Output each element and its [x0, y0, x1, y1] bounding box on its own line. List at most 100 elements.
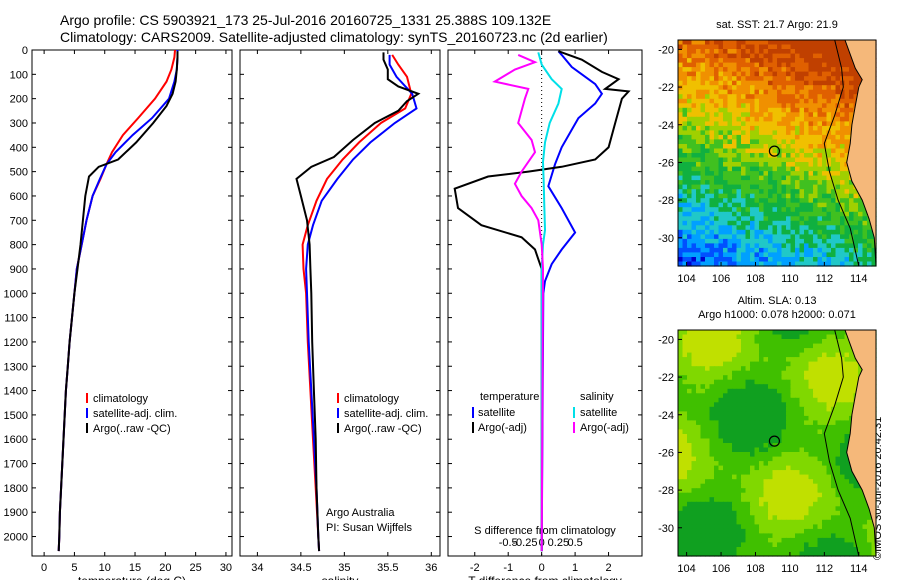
map-cell — [858, 211, 864, 217]
map-cell — [754, 180, 760, 186]
map-cell — [754, 184, 760, 190]
map-cell — [718, 257, 724, 263]
map-cell — [813, 125, 819, 131]
map-cell — [678, 243, 684, 249]
map-cell — [813, 393, 819, 399]
map-cell — [790, 211, 796, 217]
map-cell — [732, 85, 738, 91]
map-cell — [822, 166, 828, 172]
map-cell — [826, 53, 832, 59]
map-cell — [826, 121, 832, 127]
map-cell — [705, 474, 711, 480]
map-cell — [696, 384, 702, 390]
map-cell — [822, 53, 828, 59]
map-cell — [714, 85, 720, 91]
map-cell — [831, 519, 837, 525]
map-cell — [754, 229, 760, 235]
map-cell — [786, 189, 792, 195]
y-tick-label: -26 — [658, 157, 674, 169]
map-cell — [840, 411, 846, 417]
map-cell — [799, 492, 805, 498]
map-cell — [741, 551, 747, 557]
map-cell — [727, 71, 733, 77]
map-cell — [696, 357, 702, 363]
map-cell — [714, 411, 720, 417]
map-cell — [759, 461, 765, 467]
map-cell — [808, 121, 814, 127]
map-cell — [813, 261, 819, 267]
map-cell — [691, 348, 697, 354]
map-cell — [826, 107, 832, 113]
map-cell — [795, 162, 801, 168]
y-tick-label: 1100 — [4, 313, 28, 325]
map-cell — [804, 334, 810, 340]
map-cell — [682, 488, 688, 494]
map-cell — [763, 497, 769, 503]
map-cell — [736, 49, 742, 55]
map-cell — [826, 402, 832, 408]
map-cell — [853, 229, 859, 235]
map-cell — [804, 175, 810, 181]
map-cell — [817, 58, 823, 64]
map-cell — [835, 162, 841, 168]
map-cell — [691, 180, 697, 186]
y-tick-label: 1500 — [4, 410, 28, 422]
map-cell — [790, 438, 796, 444]
map-cell — [822, 424, 828, 430]
map-cell — [822, 411, 828, 417]
map-cell — [763, 420, 769, 426]
map-cell — [799, 384, 805, 390]
map-cell — [678, 112, 684, 118]
map-cell — [705, 166, 711, 172]
map-cell — [741, 193, 747, 199]
map-cell — [678, 375, 684, 381]
map-cell — [826, 247, 832, 253]
map-cell — [723, 166, 729, 172]
map-cell — [858, 547, 864, 553]
map-cell — [709, 238, 715, 244]
x-tick-label: 114 — [850, 563, 868, 575]
map-cell — [777, 229, 783, 235]
map-cell — [736, 515, 742, 521]
map-cell — [763, 202, 769, 208]
map-cell — [786, 357, 792, 363]
map-cell — [790, 53, 796, 59]
map-cell — [781, 343, 787, 349]
map-cell — [813, 53, 819, 59]
map-cell — [723, 180, 729, 186]
map-cell — [714, 366, 720, 372]
map-cell — [799, 551, 805, 557]
map-cell — [705, 157, 711, 163]
map-cell — [736, 547, 742, 553]
map-cell — [682, 411, 688, 417]
map-cell — [822, 334, 828, 340]
map-cell — [813, 488, 819, 494]
map-cell — [772, 551, 778, 557]
map-cell — [714, 238, 720, 244]
map-cell — [709, 184, 715, 190]
map-cell — [705, 229, 711, 235]
map-cell — [732, 393, 738, 399]
map-cell — [840, 238, 846, 244]
map-cell — [691, 456, 697, 462]
map-cell — [754, 193, 760, 199]
map-cell — [853, 71, 859, 77]
map-cell — [718, 366, 724, 372]
map-cell — [768, 62, 774, 68]
map-cell — [759, 519, 765, 525]
map-cell — [822, 229, 828, 235]
map-cell — [687, 225, 693, 231]
map-cell — [718, 53, 724, 59]
map-cell — [678, 461, 684, 467]
map-cell — [714, 44, 720, 50]
map-cell — [790, 234, 796, 240]
map-cell — [691, 229, 697, 235]
map-cell — [741, 130, 747, 136]
map-cell — [867, 524, 873, 530]
map-cell — [790, 393, 796, 399]
map-cell — [853, 202, 859, 208]
map-cell — [750, 492, 756, 498]
map-cell — [781, 519, 787, 525]
map-cell — [723, 384, 729, 390]
map-cell — [822, 501, 828, 507]
